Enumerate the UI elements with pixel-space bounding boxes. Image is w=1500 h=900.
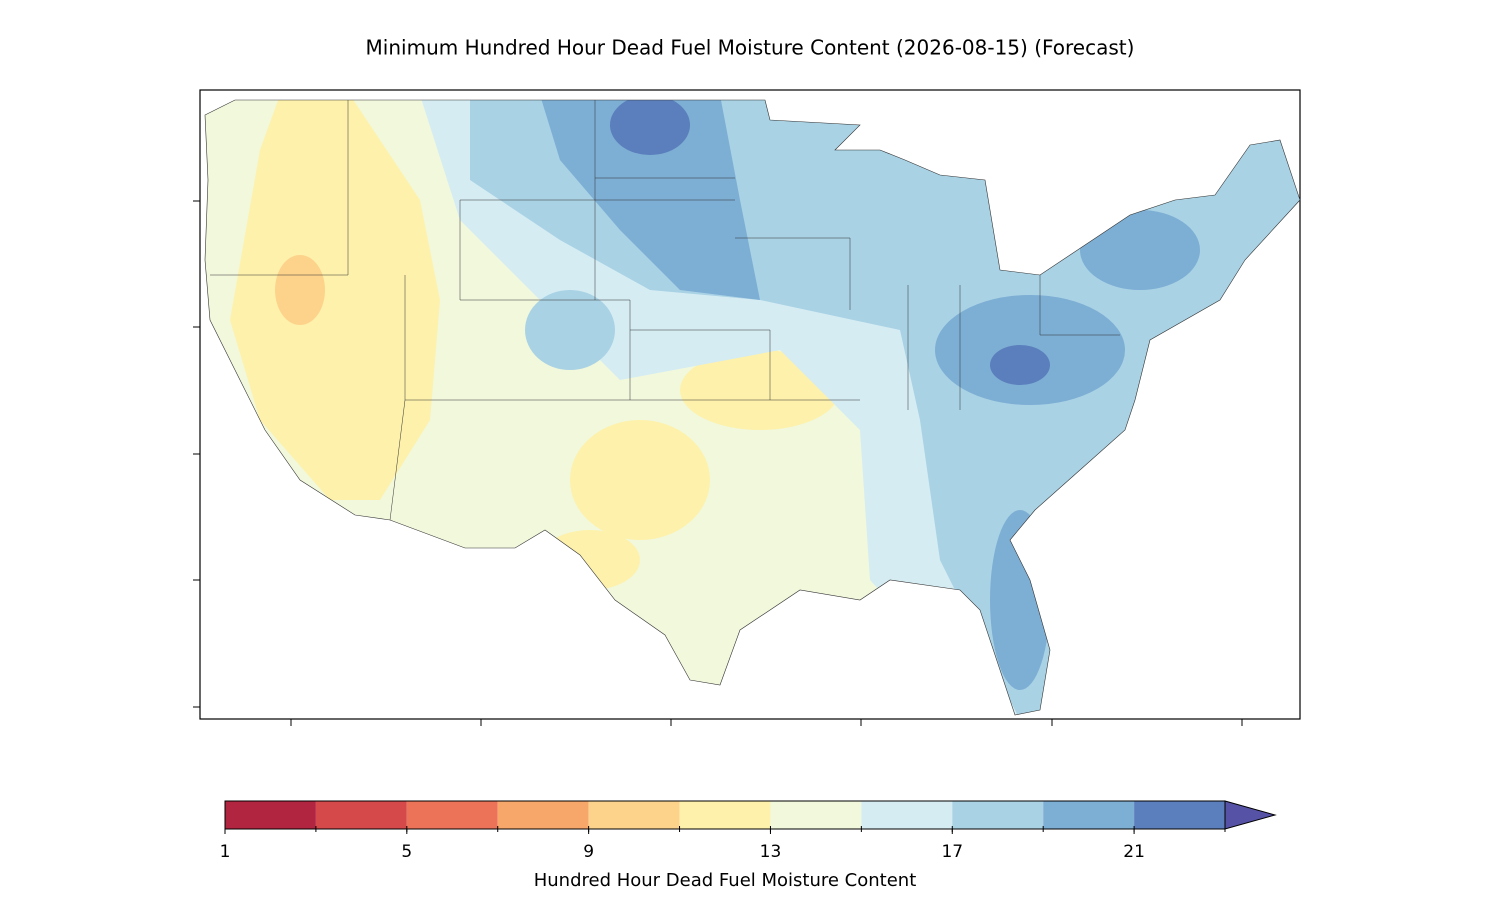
axis-ticks (193, 200, 1243, 726)
map (193, 89, 1301, 726)
colorbar-label: Hundred Hour Dead Fuel Moisture Content (534, 870, 917, 891)
colorbar-frame (224, 800, 1226, 830)
colorbar-segment (497, 801, 589, 829)
colorbar: 1 5 9 13 17 21 (220, 800, 1277, 862)
colorbar-extend (1224, 800, 1277, 830)
colorbar-segment (952, 801, 1044, 829)
colorbar-segment (679, 801, 771, 829)
colorbar-segment (225, 801, 316, 829)
colorbar-segment (770, 801, 862, 829)
colorbar-segment (1134, 801, 1225, 829)
colorbar-tick-label: 21 (1123, 842, 1145, 862)
colorbar-tick-label: 1 (220, 842, 231, 862)
colorbar-segment (315, 801, 407, 829)
us-outline (204, 99, 1301, 716)
colorbar-tick-label: 13 (760, 842, 782, 862)
colorbar-segment (861, 801, 953, 829)
colorbar-tick-label: 9 (583, 842, 594, 862)
state-lines (210, 100, 1120, 521)
colorbar-tick-label: 5 (401, 842, 412, 862)
title: Minimum Hundred Hour Dead Fuel Moisture … (366, 36, 1135, 60)
colorbar-segment (1043, 801, 1135, 829)
colorbar-segment (406, 801, 498, 829)
colorbar-segment (588, 801, 680, 829)
colorbar-tick-label: 17 (941, 842, 963, 862)
